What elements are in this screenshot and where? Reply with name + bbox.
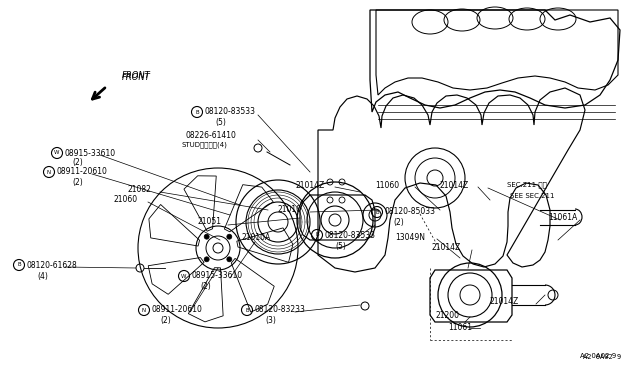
Text: 08915-33610: 08915-33610 — [191, 272, 243, 280]
Text: STUDスタッド(4): STUDスタッド(4) — [182, 142, 228, 148]
Text: A2 0A02 9: A2 0A02 9 — [580, 353, 616, 359]
Text: W: W — [181, 273, 187, 279]
Circle shape — [204, 257, 209, 262]
Text: 21014Z: 21014Z — [490, 298, 519, 307]
Circle shape — [227, 257, 232, 262]
Circle shape — [227, 234, 232, 239]
Text: 21051: 21051 — [197, 218, 221, 227]
Text: (2): (2) — [72, 177, 83, 186]
Text: 21060: 21060 — [113, 196, 137, 205]
Text: 21010: 21010 — [278, 205, 302, 215]
Circle shape — [204, 234, 209, 239]
Text: SEC.211 参図: SEC.211 参図 — [507, 182, 547, 188]
Text: (2): (2) — [200, 282, 211, 292]
Text: 08226-61410: 08226-61410 — [185, 131, 236, 140]
Text: (2): (2) — [72, 158, 83, 167]
Text: N: N — [142, 308, 146, 312]
Text: 08911-20610: 08911-20610 — [152, 305, 202, 314]
Text: (5): (5) — [335, 241, 346, 250]
Text: 13049N: 13049N — [395, 232, 425, 241]
Text: W: W — [54, 151, 60, 155]
Text: 21014Z: 21014Z — [295, 180, 324, 189]
Text: 08120-85033: 08120-85033 — [385, 208, 435, 217]
Text: B: B — [17, 263, 21, 267]
Text: B: B — [195, 109, 199, 115]
Text: 21014Z: 21014Z — [432, 244, 461, 253]
Text: 21014Z: 21014Z — [440, 180, 469, 189]
Text: B: B — [375, 209, 379, 215]
Text: 21082: 21082 — [128, 186, 152, 195]
Text: 08120-61628: 08120-61628 — [26, 260, 77, 269]
Text: 21200: 21200 — [436, 311, 460, 320]
Text: 08120-83233: 08120-83233 — [255, 305, 305, 314]
Text: SEE SEC.211: SEE SEC.211 — [510, 193, 554, 199]
Text: 08120-83533: 08120-83533 — [324, 231, 376, 240]
Text: N: N — [47, 170, 51, 174]
Text: (2): (2) — [393, 218, 404, 228]
Text: 11061A: 11061A — [548, 214, 577, 222]
Text: B: B — [315, 232, 319, 237]
Text: (4): (4) — [37, 272, 48, 280]
Text: (5): (5) — [215, 119, 226, 128]
Text: (3): (3) — [265, 317, 276, 326]
Text: FRONT: FRONT — [122, 74, 151, 83]
Text: (2): (2) — [160, 317, 171, 326]
Text: FRONT: FRONT — [122, 71, 151, 80]
Text: 08120-83533: 08120-83533 — [205, 108, 255, 116]
Text: 21010A: 21010A — [242, 232, 271, 241]
Text: 08911-20610: 08911-20610 — [56, 167, 108, 176]
Text: A2 0A02 9: A2 0A02 9 — [583, 354, 621, 360]
Text: B: B — [245, 308, 249, 312]
Text: 11061: 11061 — [448, 324, 472, 333]
Text: 11060: 11060 — [375, 180, 399, 189]
Text: 08915-33610: 08915-33610 — [65, 148, 116, 157]
